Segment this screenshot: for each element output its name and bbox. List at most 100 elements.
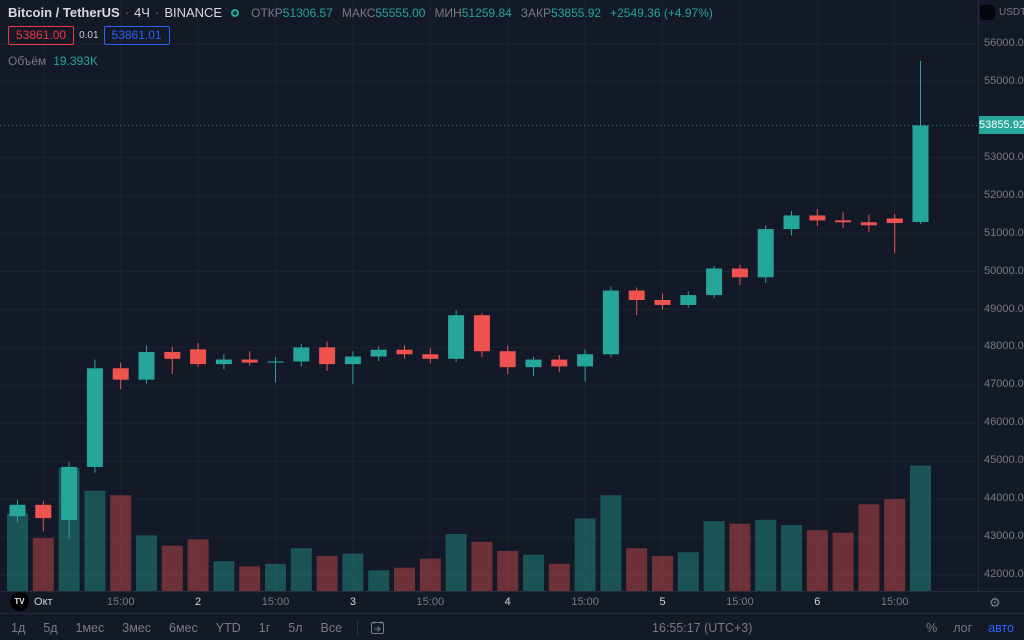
range-button-ytd[interactable]: YTD	[215, 620, 241, 635]
volume-bar	[394, 567, 415, 591]
range-button-6m[interactable]: 6мес	[169, 620, 198, 635]
volume-bar	[213, 561, 235, 591]
price-axis-label: 52000.00	[984, 188, 1024, 201]
volume-bar	[32, 537, 54, 591]
volume-bar	[523, 554, 544, 591]
volume-bar	[316, 556, 338, 591]
price-axis[interactable]: USDT 53855.92 42000.00 43000.00 44000.00 45…	[978, 0, 1024, 591]
range-button-1y[interactable]: 1г	[258, 620, 271, 635]
symbol-name[interactable]: Bitcoin / TetherUS	[8, 5, 120, 20]
volume-bar	[548, 563, 570, 591]
bid-price-button[interactable]: 53861.00	[8, 26, 75, 45]
ask-price-button[interactable]: 53861.01	[103, 26, 170, 45]
toolbar-divider	[357, 620, 359, 635]
candle-body	[267, 361, 284, 363]
gear-icon[interactable]: ⚙	[989, 595, 1001, 610]
currency-label: USDT	[999, 7, 1024, 18]
low-label: МИН	[434, 5, 462, 20]
volume-bar	[471, 541, 493, 591]
time-axis-label[interactable]: 15:00	[106, 596, 135, 608]
interval-label[interactable]: 4Ч	[134, 5, 150, 20]
market-status-icon	[231, 8, 240, 17]
price-axis-label: 47000.00	[984, 378, 1024, 391]
time-axis-label[interactable]: 15:00	[416, 596, 445, 608]
volume-bar	[497, 550, 519, 591]
candle-body	[912, 125, 929, 223]
candle-body	[370, 349, 387, 357]
volume-bar	[239, 566, 261, 591]
last-price-tag: 53855.92	[979, 116, 1024, 135]
tradingview-logo[interactable]: TV	[10, 592, 29, 611]
high-pair: МАКС55555.00	[342, 6, 426, 20]
currency-unit-toggle[interactable]: USDT	[980, 5, 1024, 20]
candle-body	[809, 215, 826, 221]
volume-bar	[858, 504, 880, 591]
time-axis-label[interactable]: 15:00	[880, 596, 909, 608]
time-axis-label[interactable]: 2	[195, 596, 202, 608]
volume-bar	[187, 539, 209, 591]
price-axis-label: 55000.00	[984, 74, 1024, 87]
volume-bar	[574, 518, 596, 591]
chart-canvas[interactable]	[0, 0, 978, 591]
candle-body	[190, 349, 207, 365]
candle-body	[241, 359, 258, 363]
percent-scale-button[interactable]: %	[926, 620, 938, 635]
candle-body	[499, 351, 516, 368]
scale-tools: % лог авто	[926, 621, 1014, 635]
candle-body	[422, 354, 439, 359]
time-axis-label[interactable]: 15:00	[261, 596, 290, 608]
time-axis-label[interactable]: 3	[349, 596, 356, 608]
volume-bar	[290, 548, 312, 591]
range-button-1m[interactable]: 1мес	[75, 620, 105, 635]
time-axis-label[interactable]: 15:00	[726, 596, 754, 608]
time-axis-label[interactable]: 6	[814, 596, 821, 608]
auto-scale-button[interactable]: авто	[988, 620, 1014, 635]
low-value: 51259.84	[461, 5, 512, 20]
candle-body	[525, 359, 542, 368]
price-axis-label: 45000.00	[984, 454, 1024, 467]
currency-icon	[980, 5, 995, 20]
time-axis[interactable]: Окт 15:00 2 15:00 3 15:00 4 15:00 5 15:00 6 15:00	[0, 591, 1024, 614]
candle-body	[654, 300, 671, 305]
candle-body	[9, 504, 26, 517]
volume-bar	[600, 495, 622, 591]
bid-ask-row: 53861.00 0.01 53861.01	[8, 26, 713, 45]
timezone-clock[interactable]: 16:55:17 (UTC+3)	[652, 620, 753, 635]
volume-bar	[342, 553, 364, 591]
price-axis-label: 46000.00	[984, 416, 1024, 429]
candle-body	[551, 359, 568, 367]
range-button-1d[interactable]: 1д	[11, 620, 26, 635]
volume-label: Объём	[8, 54, 47, 68]
close-value: 53855.92	[551, 5, 602, 20]
time-axis-label[interactable]: 15:00	[571, 596, 599, 608]
candle-body	[757, 229, 774, 278]
volume-bar	[755, 519, 777, 591]
price-axis-label: 43000.00	[984, 530, 1024, 543]
range-button-3m[interactable]: 3мес	[122, 620, 151, 635]
candle-body	[164, 351, 181, 359]
volume-bar	[445, 534, 467, 591]
price-axis-label: 44000.00	[984, 492, 1024, 505]
volume-bar	[703, 521, 725, 591]
volume-bar	[84, 490, 106, 591]
time-axis-label[interactable]: 5	[659, 596, 666, 608]
log-scale-button[interactable]: лог	[953, 620, 973, 635]
range-button-all[interactable]: Все	[320, 620, 343, 635]
price-axis-label: 53000.00	[984, 150, 1024, 163]
volume-bar	[910, 465, 931, 591]
volume-bar	[677, 552, 699, 591]
range-button-5y[interactable]: 5л	[288, 620, 303, 635]
price-axis-label: 49000.00	[984, 302, 1024, 315]
go-to-date-button[interactable]	[364, 620, 391, 635]
time-axis-label[interactable]: 4	[504, 596, 511, 608]
volume-bar	[884, 499, 906, 591]
candle-body	[473, 315, 490, 352]
time-axis-label[interactable]: Окт	[34, 596, 53, 608]
range-button-5d[interactable]: 5д	[43, 620, 58, 635]
candle-body	[835, 220, 852, 223]
candle-body	[860, 222, 877, 226]
open-label: ОТКР	[251, 5, 283, 20]
separator-dot: ·	[124, 5, 130, 20]
low-pair: МИН51259.84	[434, 6, 511, 20]
